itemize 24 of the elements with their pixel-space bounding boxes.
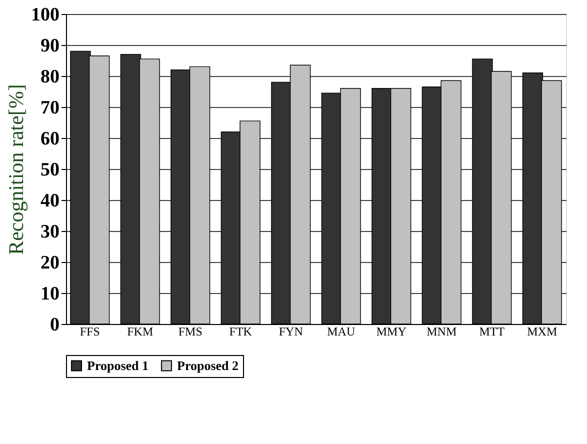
y-tick-label: 80 <box>40 66 60 88</box>
x-tick-label: FFS <box>80 324 100 338</box>
x-tick-label: FMS <box>178 324 202 338</box>
x-tick-label: MXM <box>527 324 558 338</box>
y-tick-label: 30 <box>40 222 60 242</box>
x-tick-label: MAU <box>327 324 356 338</box>
legend-label: Proposed 2 <box>177 358 239 373</box>
x-tick-label: FKM <box>127 324 154 338</box>
y-tick-label: 20 <box>40 252 60 274</box>
x-tick-label: MMY <box>376 324 407 338</box>
y-tick-label: 50 <box>40 160 60 180</box>
x-tick-label: FYN <box>278 324 304 338</box>
y-tick-label: 0 <box>50 314 60 336</box>
y-tick-label: 40 <box>40 190 60 212</box>
y-axis-title: Recognition rate[%] <box>4 84 28 255</box>
y-tick-label: 60 <box>40 128 60 150</box>
y-tick-label: 70 <box>40 98 60 118</box>
x-tick-label: FTK <box>229 324 252 338</box>
legend-label: Proposed 1 <box>87 358 149 373</box>
x-tick-label: MTT <box>479 324 506 338</box>
y-tick-label: 100 <box>31 4 60 26</box>
y-tick-label: 10 <box>40 284 60 304</box>
y-tick-label: 90 <box>40 36 60 56</box>
x-tick-label: MNM <box>426 324 457 338</box>
